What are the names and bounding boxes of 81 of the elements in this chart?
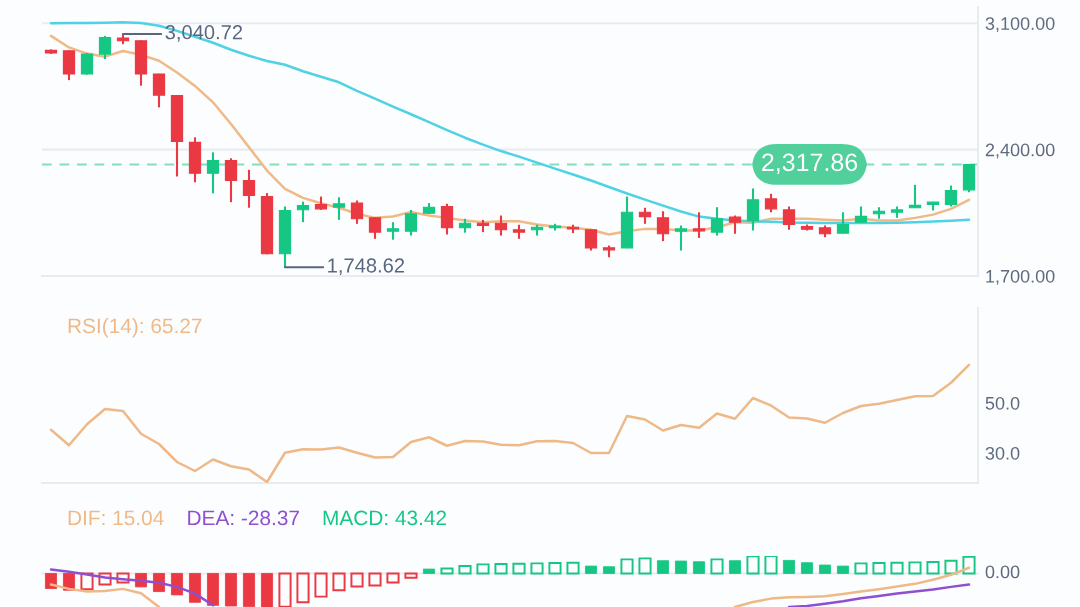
bar xyxy=(189,573,201,603)
bar xyxy=(854,562,868,575)
text: DEA: -28.37 xyxy=(188,510,299,526)
bar xyxy=(944,559,958,575)
bar xyxy=(243,573,255,607)
bar xyxy=(819,564,831,574)
candlestick xyxy=(440,202,454,236)
bar xyxy=(404,572,418,579)
candlestick xyxy=(836,211,850,235)
text: 0.00 xyxy=(985,565,1020,579)
candlestick xyxy=(98,34,112,61)
candlestick xyxy=(746,187,760,232)
candlestick xyxy=(584,228,598,252)
y-tick-label: 50.0 xyxy=(985,396,1020,410)
candlestick xyxy=(764,192,778,214)
candlestick xyxy=(404,208,418,237)
bar xyxy=(386,572,400,584)
candlestick xyxy=(62,49,76,82)
bar xyxy=(657,560,669,574)
bar xyxy=(710,558,724,575)
candlestick xyxy=(944,184,958,208)
bar xyxy=(261,573,273,607)
candlestick xyxy=(674,224,688,252)
bar xyxy=(585,565,597,574)
bar xyxy=(476,563,490,575)
text: DIF: 15.04 xyxy=(68,510,164,526)
candlestick xyxy=(350,199,364,225)
bar xyxy=(603,566,615,574)
bar xyxy=(908,561,922,575)
text: MACD: 43.42 xyxy=(323,510,446,526)
y-tick-label: 30.0 xyxy=(985,446,1020,460)
bar xyxy=(620,558,634,575)
candlestick xyxy=(368,216,382,240)
y-tick-label: 3,100.00 xyxy=(985,17,1055,33)
candlestick xyxy=(296,200,310,224)
bar xyxy=(675,560,687,574)
candlestick xyxy=(224,157,238,204)
bar xyxy=(548,562,562,575)
bar xyxy=(746,556,760,575)
bar xyxy=(638,557,652,575)
bar xyxy=(423,568,435,574)
bar xyxy=(566,561,580,575)
annotation: 1,748.62 xyxy=(328,258,405,276)
candlestick xyxy=(332,196,346,221)
bar xyxy=(440,567,454,575)
bar xyxy=(314,572,328,598)
candlestick xyxy=(710,206,724,237)
candlestick xyxy=(494,214,508,237)
bar xyxy=(801,562,813,574)
bar xyxy=(530,562,544,575)
bar xyxy=(837,565,849,574)
candlestick xyxy=(656,210,670,243)
bar xyxy=(783,559,795,574)
y-tick-label: 2,400.00 xyxy=(985,143,1055,159)
candlestick xyxy=(692,211,706,239)
bar xyxy=(494,563,508,575)
line-series xyxy=(49,363,971,483)
candlestick xyxy=(152,72,166,109)
bar xyxy=(729,560,741,574)
bar xyxy=(225,573,237,607)
y-tick-label: 1,700.00 xyxy=(986,269,1055,285)
candlestick xyxy=(242,168,256,209)
bar xyxy=(872,562,886,575)
text: RSI(14): 65.27 xyxy=(68,318,202,338)
bar xyxy=(890,561,904,575)
candlestick xyxy=(206,151,220,195)
bar xyxy=(693,561,705,574)
bar xyxy=(458,565,472,575)
candlestick xyxy=(782,205,796,231)
bar xyxy=(207,573,219,606)
bar xyxy=(926,561,940,575)
bar xyxy=(764,556,778,575)
bar xyxy=(332,572,346,592)
candlestick xyxy=(80,52,94,76)
bar xyxy=(296,572,310,604)
bar xyxy=(278,572,292,607)
bar xyxy=(350,572,364,588)
ref-line-label: 2,317.86 xyxy=(762,153,858,175)
bar xyxy=(368,572,382,587)
bar xyxy=(45,573,57,589)
bar xyxy=(512,562,526,575)
